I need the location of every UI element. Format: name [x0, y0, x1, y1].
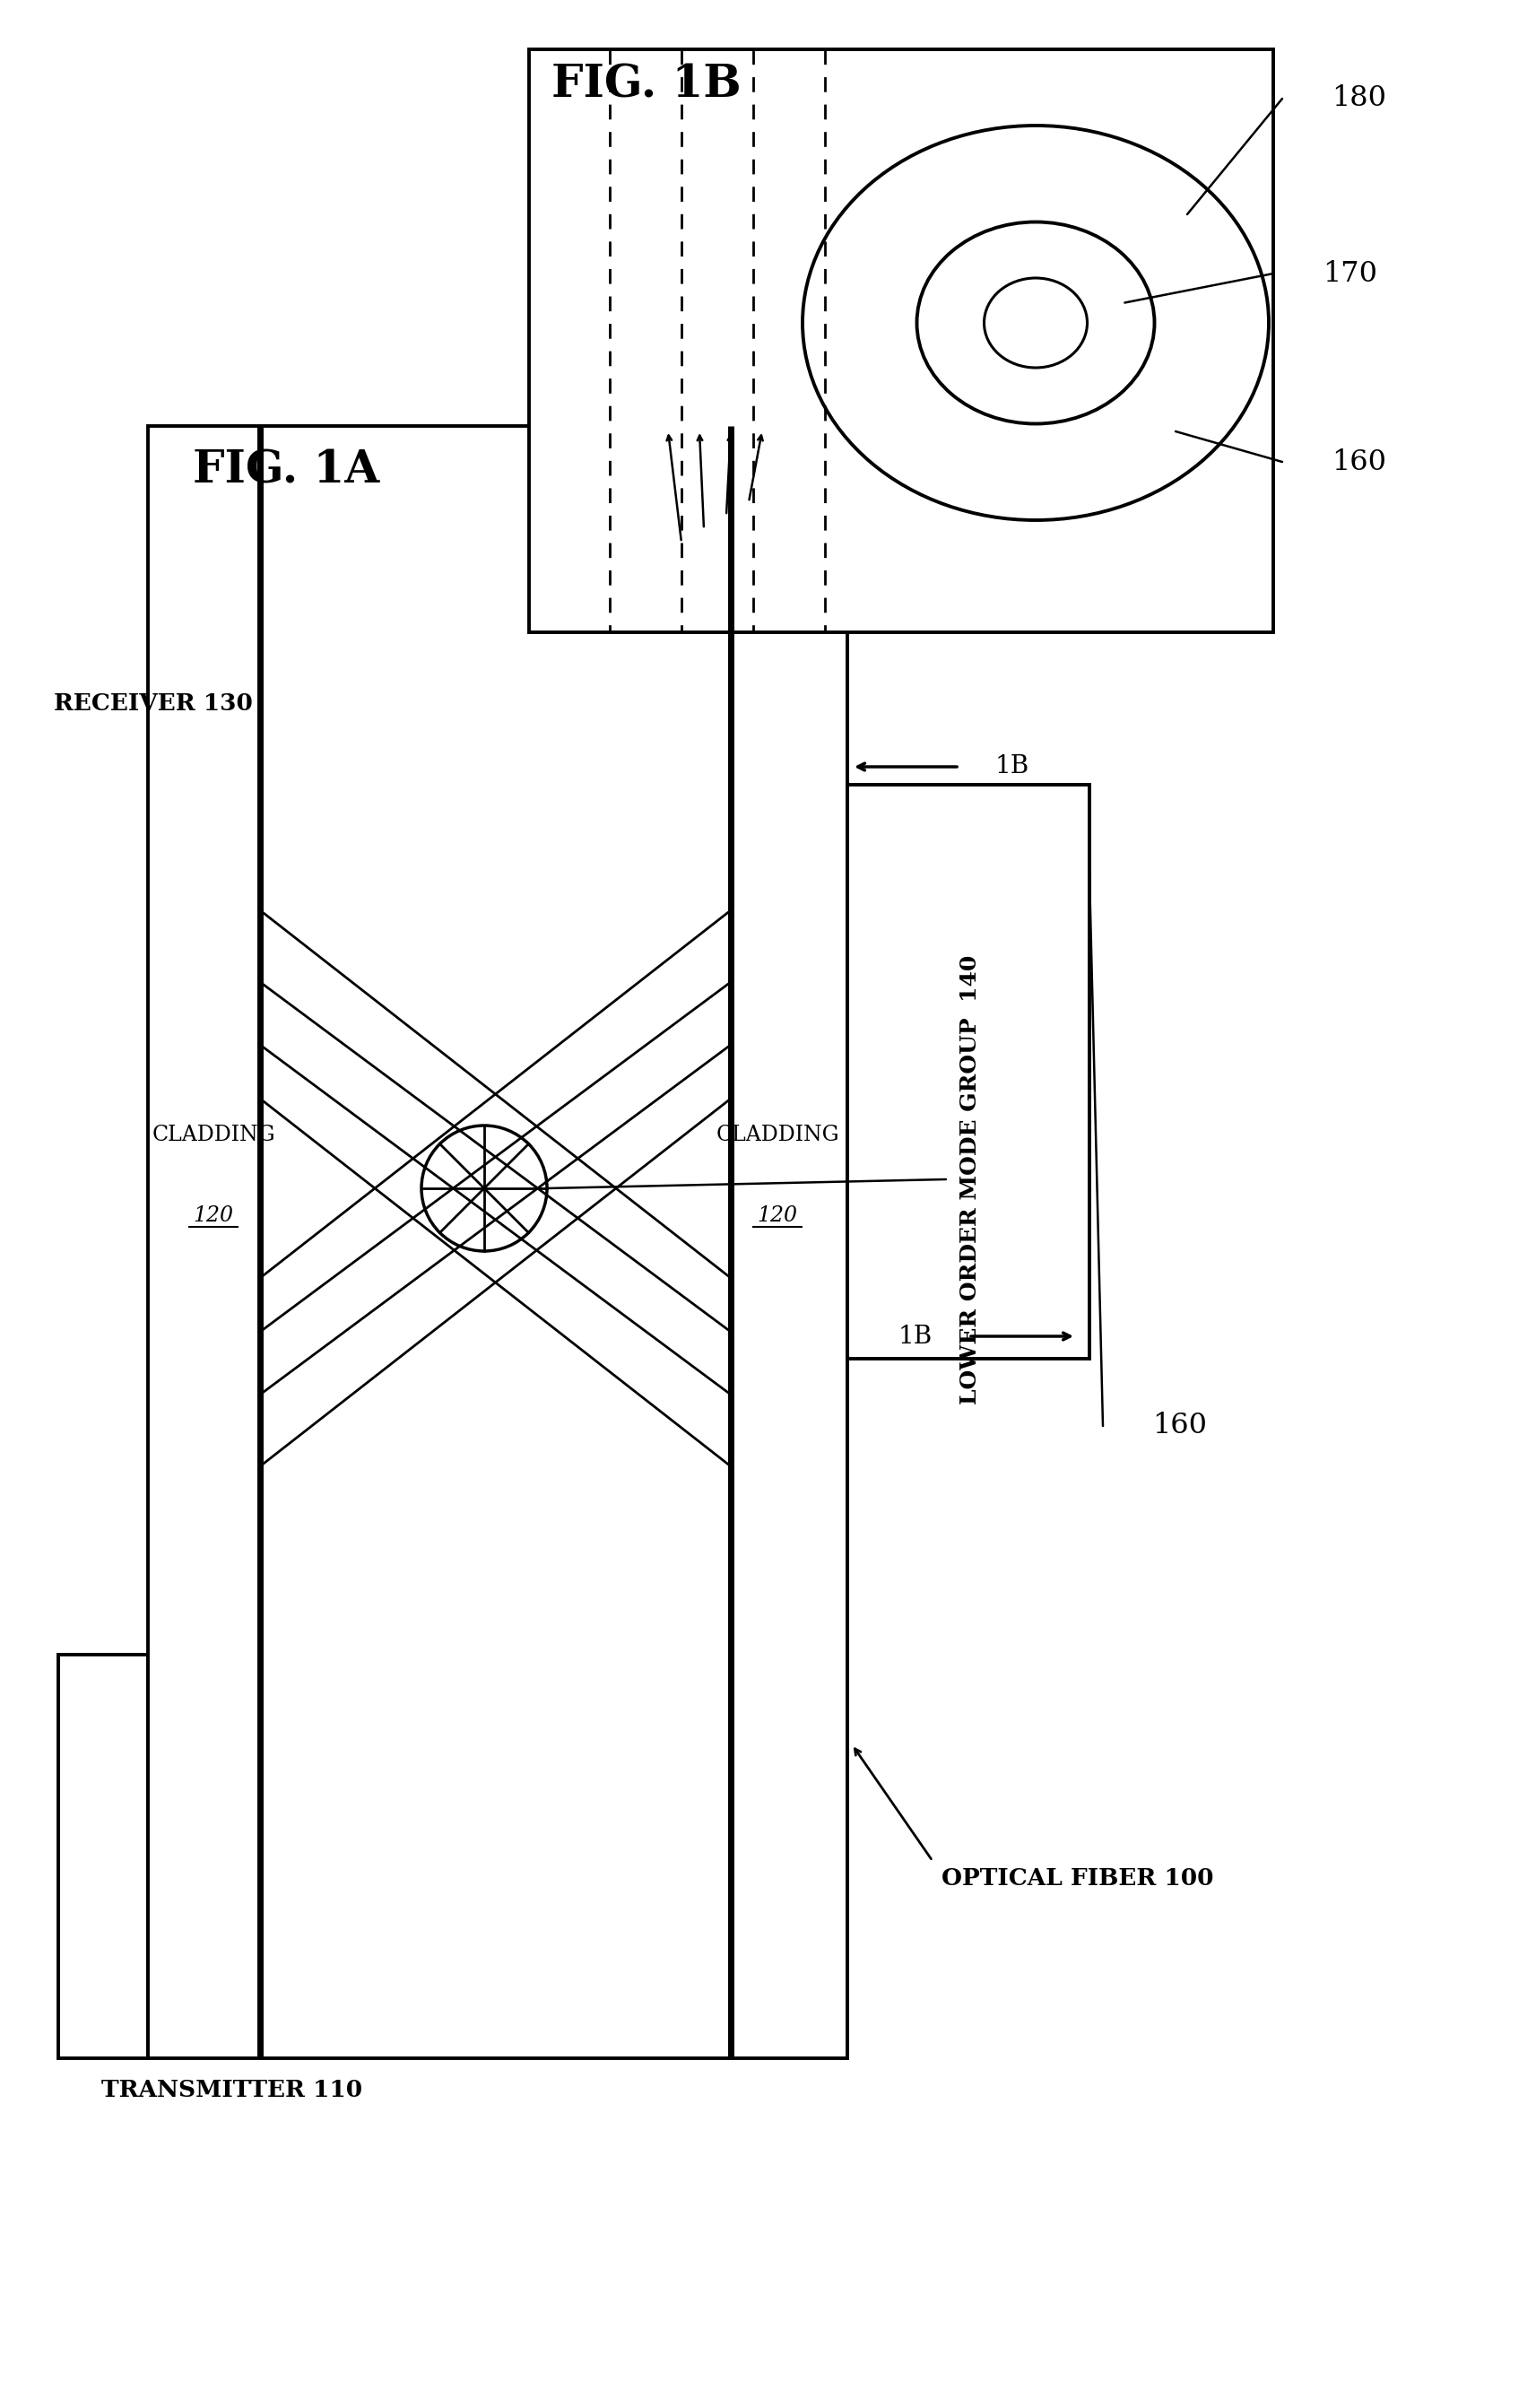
Bar	[147, 426, 848, 2059]
Text: 1B: 1B	[899, 1324, 932, 1348]
Text: 120: 120	[194, 1204, 233, 1226]
Bar	[58, 1654, 147, 2059]
Text: TRANSMITTER 110: TRANSMITTER 110	[101, 2078, 362, 2100]
Text: FIG. 1B: FIG. 1B	[551, 63, 742, 108]
Text: 180: 180	[1332, 84, 1387, 113]
Text: 160: 160	[1332, 448, 1387, 477]
Text: RECEIVER 130: RECEIVER 130	[54, 694, 253, 715]
Text: OPTICAL FIBER 100: OPTICAL FIBER 100	[942, 1869, 1213, 1890]
Text: 120: 120	[757, 1204, 797, 1226]
Bar	[848, 785, 1089, 1358]
Bar	[528, 48, 1273, 633]
Text: 1B: 1B	[995, 754, 1029, 778]
Text: 160: 160	[1152, 1411, 1207, 1440]
Text: CLADDING: CLADDING	[152, 1125, 275, 1144]
Text: FIG. 1A: FIG. 1A	[194, 448, 379, 494]
Text: LOWER ORDER MODE GROUP  140: LOWER ORDER MODE GROUP 140	[960, 954, 982, 1404]
Text: CLADDING: CLADDING	[716, 1125, 839, 1144]
Text: 170: 170	[1322, 260, 1378, 287]
